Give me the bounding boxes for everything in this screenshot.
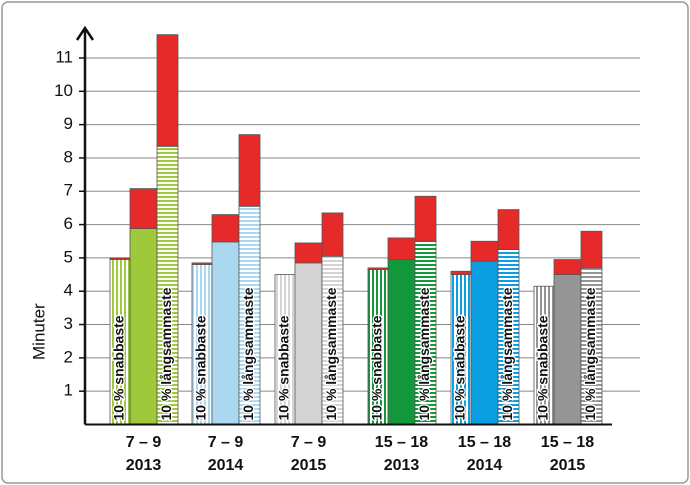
bar-label: 10 % långsammaste — [158, 287, 174, 420]
bar-label: 10 % snabbaste — [452, 315, 468, 420]
bar-base — [387, 259, 416, 425]
y-tick-label: 5 — [64, 247, 73, 266]
bar-label: 10 % långsammaste — [416, 287, 432, 420]
y-tick-label: 3 — [64, 314, 73, 333]
bar-top — [109, 257, 131, 260]
y-tick-label: 9 — [64, 114, 73, 133]
y-tick-label: 6 — [64, 214, 73, 233]
bar-top — [191, 262, 213, 265]
bar-top — [387, 237, 416, 260]
bar-label: 10 % snabbaste — [369, 315, 385, 420]
bar-top — [129, 188, 158, 229]
bar-label: 10 % långsammaste — [240, 287, 256, 420]
bar-base — [470, 260, 499, 425]
y-tick-label: 10 — [54, 81, 73, 100]
bar-top — [321, 212, 344, 257]
y-tick-label: 8 — [64, 147, 73, 166]
bar-base — [294, 262, 323, 425]
x-tick-label: 2015 — [550, 457, 586, 474]
x-tick-label: 15 – 18 — [375, 434, 428, 451]
bar-label: 10 % långsammaste — [499, 287, 515, 420]
bar-label: 10 % långsammaste — [323, 287, 339, 420]
x-tick-label: 2014 — [208, 457, 244, 474]
x-tick-label: 7 – 9 — [126, 434, 162, 451]
bar-label: 10 % långsammaste — [582, 287, 598, 420]
x-tick-label: 7 – 9 — [291, 434, 327, 451]
x-tick-label: 2014 — [467, 457, 503, 474]
y-tick-label: 11 — [55, 47, 73, 66]
x-tick-label: 7 – 9 — [208, 434, 244, 451]
bar-top — [414, 195, 437, 242]
y-tick-label: 7 — [64, 181, 73, 200]
bar-top — [211, 214, 240, 243]
y-tick-label: 1 — [64, 381, 73, 400]
bar-base — [211, 241, 240, 425]
bar-label: 10 % snabbaste — [193, 315, 209, 420]
bar-top — [238, 134, 261, 207]
x-tick-label: 2013 — [126, 457, 162, 474]
bar-top — [497, 209, 520, 250]
bar-top — [470, 240, 499, 262]
bar-top — [553, 259, 582, 275]
bar-top — [450, 270, 472, 275]
bar-base — [553, 274, 582, 425]
bar-label: 10 % snabbaste — [111, 315, 127, 420]
bar-top — [367, 267, 389, 270]
x-tick-label: 15 – 18 — [541, 434, 594, 451]
bar-label: 10 % snabbaste — [535, 315, 551, 420]
y-tick-label: 4 — [64, 281, 73, 300]
x-tick-label: 2013 — [384, 457, 420, 474]
bar-top — [294, 242, 323, 264]
bar-label: 10 % snabbaste — [276, 315, 292, 420]
bar-top — [580, 230, 603, 269]
x-tick-label: 2015 — [291, 457, 327, 474]
bar-top — [156, 34, 179, 147]
axis-arrow — [75, 25, 95, 41]
y-axis-label: Minuter — [29, 303, 48, 360]
bar-base — [129, 228, 158, 425]
x-tick-label: 15 – 18 — [458, 434, 511, 451]
y-tick-label: 2 — [64, 347, 73, 366]
